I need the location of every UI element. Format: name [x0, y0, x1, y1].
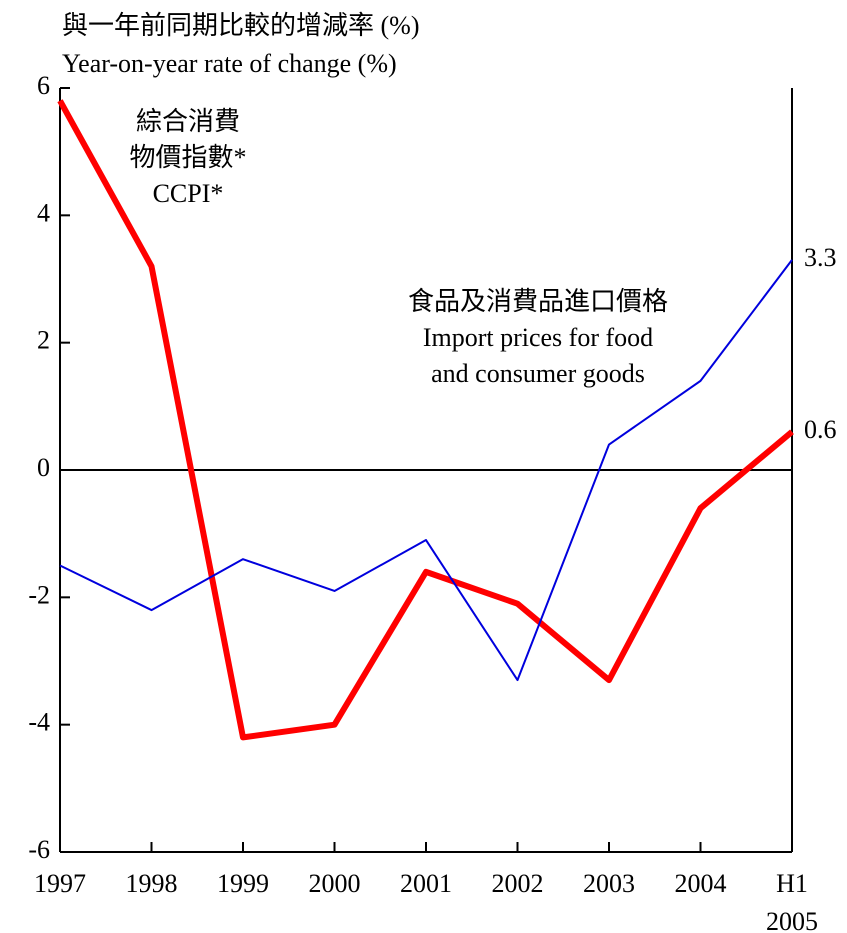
x-tick-label-line: H1	[776, 869, 808, 898]
line-series	[59, 259, 793, 682]
x-tick-label: 1997	[34, 869, 86, 898]
y-tick-label: -2	[28, 580, 50, 609]
value-label: 3.3	[804, 243, 837, 272]
series-label: CCPI*	[153, 179, 224, 208]
x-tick-label: 2001	[400, 869, 452, 898]
x-tick-label: 2003	[583, 869, 635, 898]
x-tick-label: 1998	[126, 869, 178, 898]
y-tick-label: -4	[28, 708, 50, 737]
y-tick-label: -6	[28, 835, 50, 864]
y-axis-title: 與一年前同期比較的增減率 (%)	[62, 11, 419, 40]
x-tick-label: 2002	[492, 869, 544, 898]
y-tick-label: 4	[37, 198, 50, 227]
y-tick-label: 2	[37, 326, 50, 355]
series-label: 物價指數*	[129, 143, 246, 172]
series-label: and consumer goods	[431, 359, 645, 388]
x-tick-label: 2004	[675, 869, 727, 898]
series-label: 食品及消費品進口價格	[408, 287, 668, 316]
y-tick-label: 6	[37, 71, 50, 100]
x-tick-label: 2000	[309, 869, 361, 898]
y-tick-label: 0	[37, 453, 50, 482]
value-label: 0.6	[804, 415, 837, 444]
line-series	[57, 99, 794, 741]
x-tick-label: H1 2005	[766, 869, 818, 933]
y-axis-title: Year-on-year rate of change (%)	[62, 49, 397, 78]
series-label: 綜合消費	[136, 107, 240, 136]
x-tick-label-line: 2005	[766, 907, 818, 933]
series-label: Import prices for food	[423, 323, 653, 352]
x-tick-label: 1999	[217, 869, 269, 898]
